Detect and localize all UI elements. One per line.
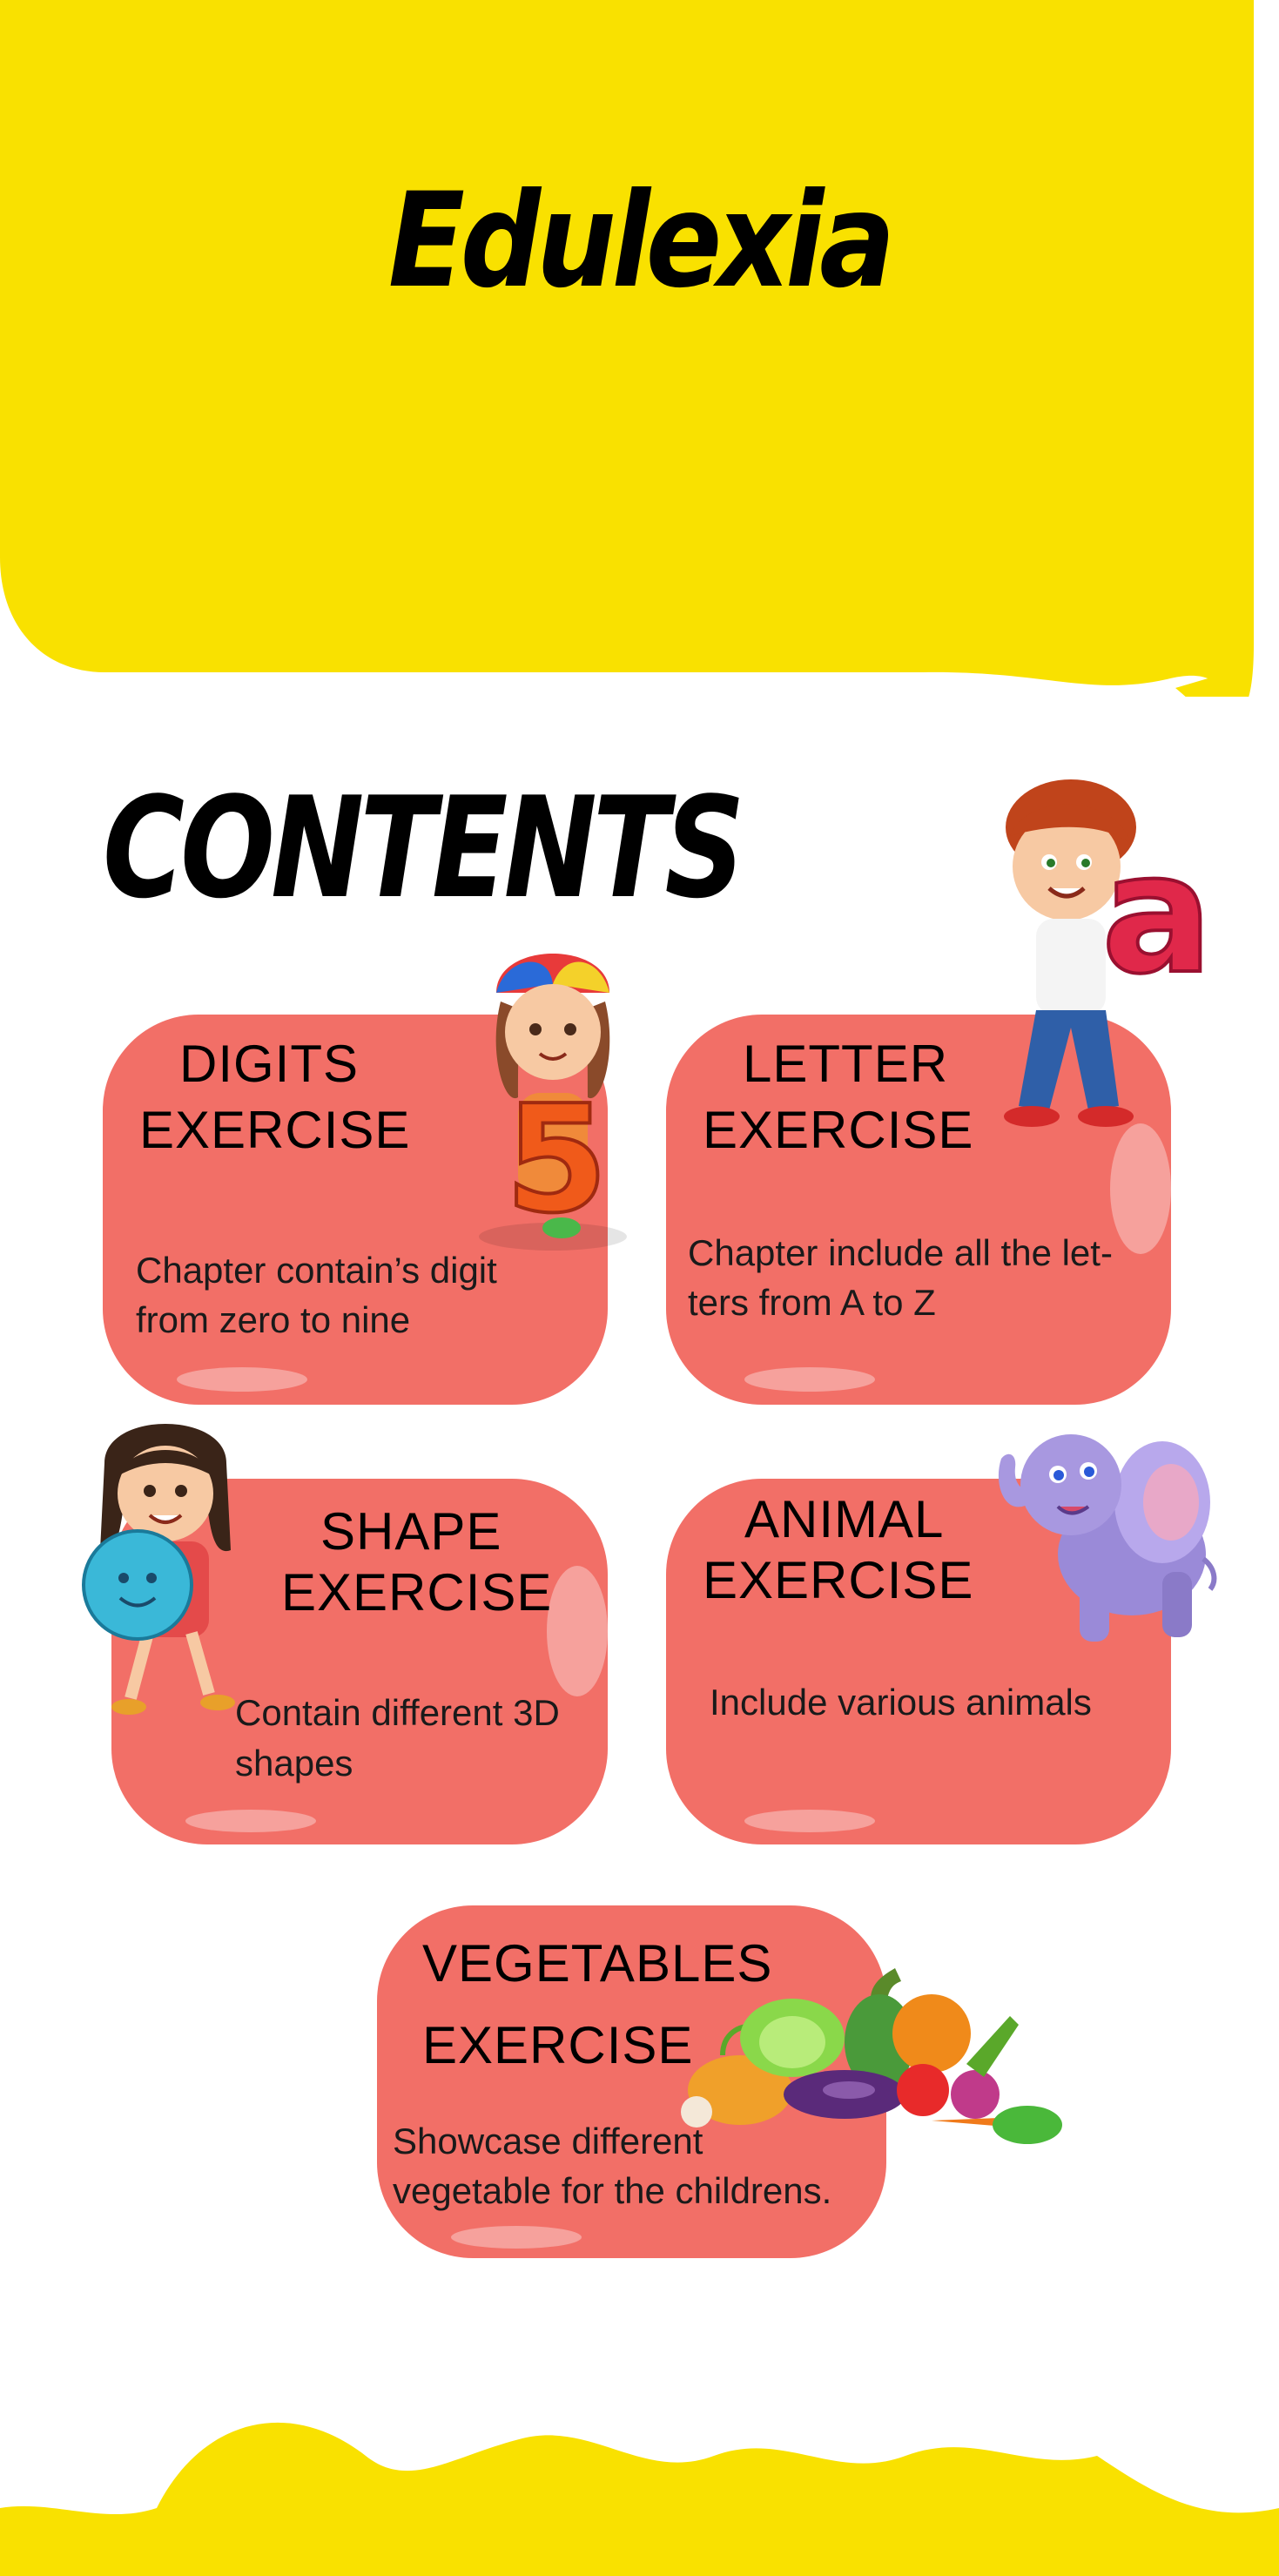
card-vegetables-exercise[interactable]: VEGETABLES EXERCISE Showcase different v… bbox=[377, 1905, 886, 2258]
card-glare bbox=[547, 1566, 608, 1696]
card-description-line2: from zero to nine bbox=[136, 1299, 411, 1340]
card-description-line1: Contain different 3D bbox=[235, 1692, 560, 1733]
digit-glyph: 5 bbox=[505, 1074, 608, 1246]
card-title-line1: LETTER bbox=[743, 1035, 949, 1093]
card-description-line2: shapes bbox=[235, 1743, 353, 1784]
girl-with-digit-illustration: 5 bbox=[479, 954, 627, 1251]
boy-with-letter-illustration: a bbox=[1004, 779, 1215, 1127]
card-description-line1: Chapter include all the let- bbox=[688, 1232, 1113, 1273]
card-description-line2: vegetable for the childrens. bbox=[393, 2170, 832, 2211]
card-title-line1: ANIMAL bbox=[744, 1490, 945, 1548]
card-description-line1: Include various animals bbox=[710, 1682, 1092, 1723]
letter-glyph: a bbox=[1101, 818, 1213, 1010]
card-glare bbox=[451, 2226, 582, 2249]
card-glare bbox=[744, 1810, 875, 1832]
card-title-line1: VEGETABLES bbox=[422, 1934, 773, 1993]
app-title: Edulexia bbox=[387, 165, 895, 317]
card-description-line2: ters from A to Z bbox=[688, 1282, 936, 1323]
footer-wave bbox=[0, 2422, 1279, 2576]
header-background bbox=[0, 0, 1254, 697]
card-digits-exercise[interactable]: DIGITS EXERCISE Chapter contain’s digit … bbox=[103, 1015, 608, 1405]
card-glare bbox=[177, 1367, 307, 1392]
elephant-illustration bbox=[998, 1434, 1217, 1642]
card-description-line1: Showcase different bbox=[393, 2121, 703, 2161]
card-title-line1: SHAPE bbox=[320, 1502, 502, 1561]
card-title-line2: EXERCISE bbox=[703, 1101, 974, 1159]
card-description-line1: Chapter contain’s digit bbox=[136, 1250, 497, 1291]
girl-with-ball-illustration bbox=[82, 1424, 235, 1715]
vegetables-illustration bbox=[681, 1968, 1062, 2144]
card-title-line2: EXERCISE bbox=[281, 1563, 553, 1622]
card-glare bbox=[744, 1367, 875, 1392]
card-animal-exercise[interactable]: ANIMAL EXERCISE Include various animals bbox=[666, 1479, 1171, 1844]
card-glare bbox=[1110, 1123, 1171, 1254]
card-title-line2: EXERCISE bbox=[703, 1551, 974, 1609]
card-title-line2: EXERCISE bbox=[139, 1101, 411, 1159]
contents-heading: CONTENTS bbox=[103, 766, 745, 929]
card-title-line1: DIGITS bbox=[179, 1035, 360, 1093]
card-title-line2: EXERCISE bbox=[422, 2016, 694, 2074]
card-glare bbox=[185, 1810, 316, 1832]
